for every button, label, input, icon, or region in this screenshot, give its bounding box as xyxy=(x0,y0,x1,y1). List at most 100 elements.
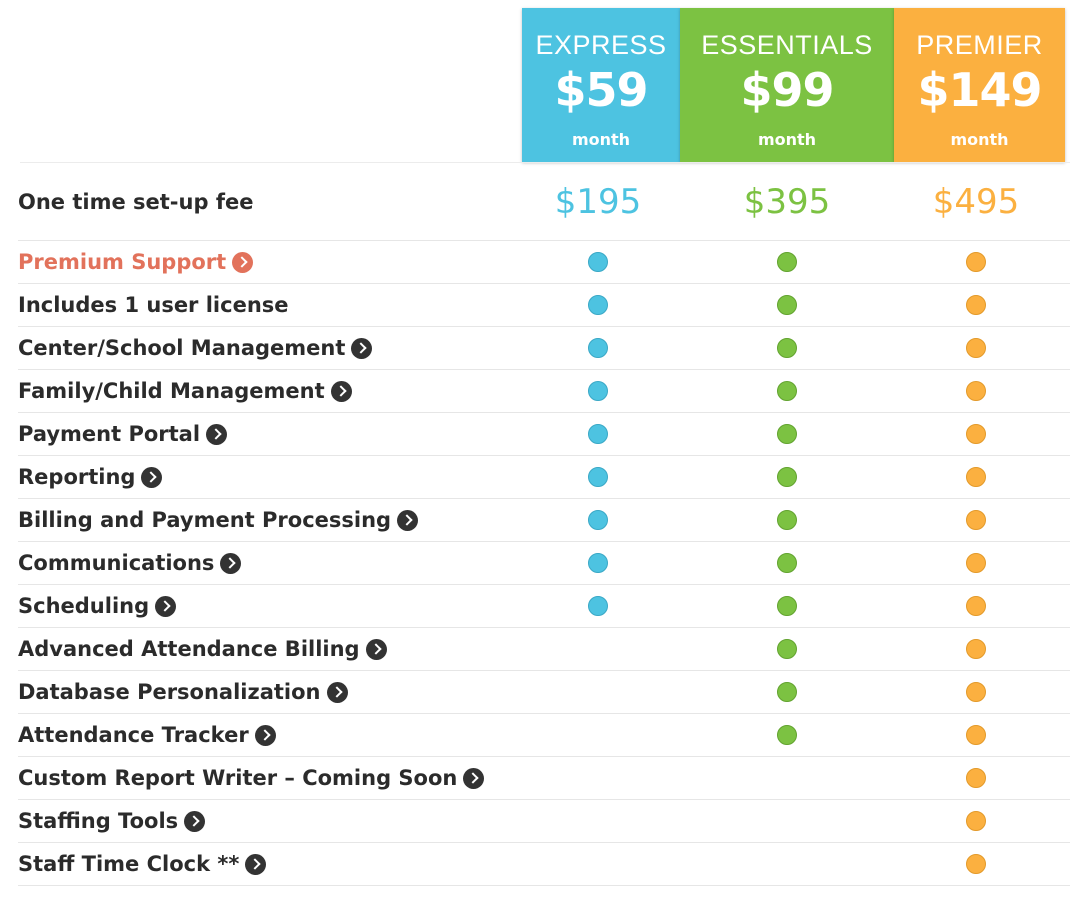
plan-name: PREMIER xyxy=(916,30,1043,60)
included-dot-premier-icon xyxy=(966,725,986,745)
chevron-right-circle-icon[interactable] xyxy=(245,853,267,875)
included-dot-essentials-icon xyxy=(777,381,797,401)
feature-row: Billing and Payment Processing xyxy=(18,499,1070,542)
included-dot-essentials-icon xyxy=(777,596,797,616)
feature-label[interactable]: Advanced Attendance Billing xyxy=(18,637,387,661)
included-dot-essentials-icon xyxy=(777,553,797,573)
feature-label[interactable]: Database Personalization xyxy=(18,680,348,704)
included-dot-express-icon xyxy=(588,510,608,530)
setup-fee-row: One time set-up fee $195 $395 $495 xyxy=(18,163,1070,241)
feature-label-text: Database Personalization xyxy=(18,680,321,704)
included-dot-express-icon xyxy=(588,596,608,616)
feature-label-text: Attendance Tracker xyxy=(18,723,249,747)
feature-label[interactable]: Staffing Tools xyxy=(18,809,206,833)
chevron-right-circle-icon[interactable] xyxy=(206,423,228,445)
feature-row: Scheduling xyxy=(18,585,1070,628)
chevron-right-circle-icon[interactable] xyxy=(330,380,352,402)
included-dot-express-icon xyxy=(588,338,608,358)
included-dot-premier-icon xyxy=(966,639,986,659)
included-dot-essentials-icon xyxy=(777,510,797,530)
feature-row: Advanced Attendance Billing xyxy=(18,628,1070,671)
feature-label-text: Billing and Payment Processing xyxy=(18,508,392,532)
feature-label[interactable]: Reporting xyxy=(18,465,163,489)
included-dot-premier-icon xyxy=(966,338,986,358)
feature-row: Family/Child Management xyxy=(18,370,1070,413)
feature-label[interactable]: Family/Child Management xyxy=(18,379,352,403)
setup-fee-express: $195 xyxy=(554,181,642,222)
feature-label[interactable]: Premium Support xyxy=(18,250,254,274)
feature-label[interactable]: Scheduling xyxy=(18,594,177,618)
included-dot-express-icon xyxy=(588,295,608,315)
feature-label-text: Center/School Management xyxy=(18,336,346,360)
included-dot-essentials-icon xyxy=(777,639,797,659)
included-dot-express-icon xyxy=(588,252,608,272)
setup-fee-essentials: $395 xyxy=(743,181,831,222)
feature-label-text: Includes 1 user license xyxy=(18,293,289,317)
plan-card-premier: PREMIER $149 month xyxy=(894,8,1065,162)
included-dot-essentials-icon xyxy=(777,295,797,315)
chevron-right-circle-icon[interactable] xyxy=(351,337,373,359)
feature-label[interactable]: Custom Report Writer – Coming Soon xyxy=(18,766,485,790)
included-dot-premier-icon xyxy=(966,596,986,616)
feature-row: Attendance Tracker xyxy=(18,714,1070,757)
plan-price: $59 xyxy=(554,63,648,117)
plan-card-essentials: ESSENTIALS $99 month xyxy=(680,8,894,162)
feature-label-text: Family/Child Management xyxy=(18,379,325,403)
plan-period: month xyxy=(571,130,631,149)
feature-label-text: Premium Support xyxy=(18,250,227,274)
included-dot-essentials-icon xyxy=(777,252,797,272)
chevron-right-circle-icon[interactable] xyxy=(141,466,163,488)
header-divider xyxy=(20,162,1070,163)
chevron-right-circle-icon[interactable] xyxy=(254,724,276,746)
feature-label-text: Staffing Tools xyxy=(18,809,179,833)
feature-label-text: Advanced Attendance Billing xyxy=(18,637,360,661)
chevron-right-circle-icon[interactable] xyxy=(155,595,177,617)
feature-label[interactable]: Attendance Tracker xyxy=(18,723,276,747)
included-dot-express-icon xyxy=(588,424,608,444)
included-dot-premier-icon xyxy=(966,854,986,874)
chevron-right-circle-icon[interactable] xyxy=(365,638,387,660)
included-dot-premier-icon xyxy=(966,252,986,272)
feature-label: Includes 1 user license xyxy=(18,293,289,317)
feature-label[interactable]: Communications xyxy=(18,551,242,575)
included-dot-express-icon xyxy=(588,553,608,573)
setup-fee-premier: $495 xyxy=(932,181,1020,222)
plan-period: month xyxy=(950,130,1009,149)
feature-row: Communications xyxy=(18,542,1070,585)
feature-row: Database Personalization xyxy=(18,671,1070,714)
included-dot-essentials-icon xyxy=(777,338,797,358)
feature-row: Includes 1 user license xyxy=(18,284,1070,327)
feature-label[interactable]: Payment Portal xyxy=(18,422,228,446)
chevron-right-circle-icon[interactable] xyxy=(326,681,348,703)
plan-name: ESSENTIALS xyxy=(701,30,873,60)
feature-row: Premium Support xyxy=(18,241,1070,284)
feature-row: Custom Report Writer – Coming Soon xyxy=(18,757,1070,800)
feature-row: Payment Portal xyxy=(18,413,1070,456)
feature-row: Staffing Tools xyxy=(18,800,1070,843)
included-dot-essentials-icon xyxy=(777,725,797,745)
included-dot-premier-icon xyxy=(966,467,986,487)
included-dot-express-icon xyxy=(588,467,608,487)
included-dot-express-icon xyxy=(588,381,608,401)
feature-label-text: Reporting xyxy=(18,465,136,489)
chevron-right-circle-icon[interactable] xyxy=(184,810,206,832)
plan-name: EXPRESS xyxy=(535,30,667,60)
chevron-right-circle-icon[interactable] xyxy=(220,552,242,574)
chevron-right-circle-icon[interactable] xyxy=(232,251,254,273)
feature-label-text: Scheduling xyxy=(18,594,150,618)
chevron-right-circle-icon[interactable] xyxy=(397,509,419,531)
included-dot-premier-icon xyxy=(966,381,986,401)
feature-label[interactable]: Billing and Payment Processing xyxy=(18,508,419,532)
feature-label-text: Custom Report Writer – Coming Soon xyxy=(18,766,458,790)
included-dot-premier-icon xyxy=(966,768,986,788)
plan-card-express: EXPRESS $59 month xyxy=(522,8,680,162)
included-dot-premier-icon xyxy=(966,510,986,530)
feature-row: Staff Time Clock ** xyxy=(18,843,1070,886)
feature-label[interactable]: Center/School Management xyxy=(18,336,373,360)
included-dot-premier-icon xyxy=(966,424,986,444)
chevron-right-circle-icon[interactable] xyxy=(463,767,485,789)
included-dot-essentials-icon xyxy=(777,467,797,487)
plan-period: month xyxy=(757,130,817,149)
included-dot-premier-icon xyxy=(966,682,986,702)
feature-label[interactable]: Staff Time Clock ** xyxy=(18,852,267,876)
